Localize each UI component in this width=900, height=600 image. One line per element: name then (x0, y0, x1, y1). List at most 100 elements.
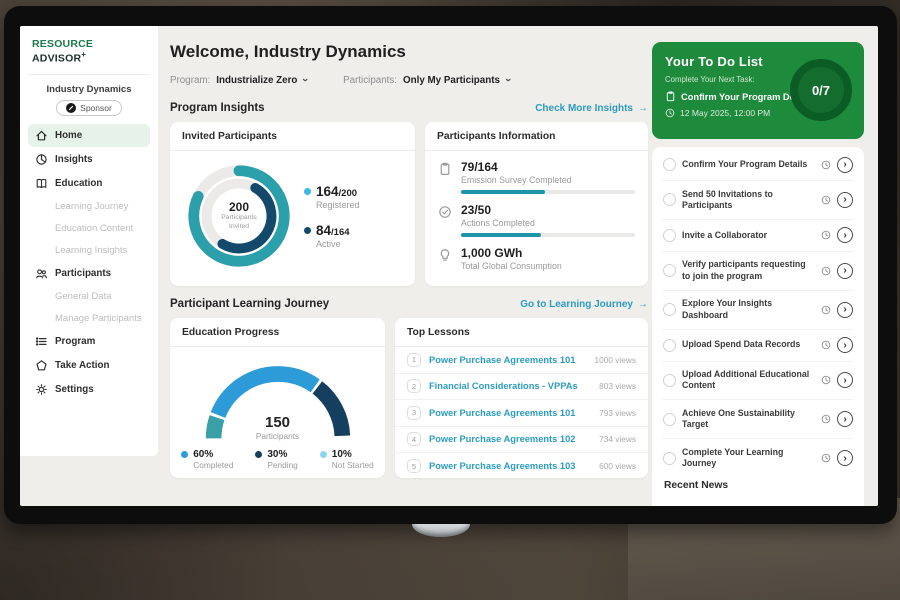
app-logo: RESOURCE ADVISOR+ (28, 36, 150, 75)
task-label: Upload Spend Data Records (682, 339, 801, 350)
sidebar-item-insights[interactable]: Insights (28, 148, 150, 171)
gauge-arcs (205, 366, 350, 439)
active-value: 84 (316, 222, 332, 238)
task-checkbox[interactable] (663, 303, 676, 317)
top-lessons-card: Top Lessons 1 Power Purchase Agreements … (395, 318, 648, 478)
task-label: Send 50 Invitations to Participants (682, 188, 773, 210)
task-checkbox[interactable] (663, 193, 676, 207)
lesson-link[interactable]: Financial Considerations - VPPAs (429, 381, 578, 392)
todo-next-task: Confirm Your Program Details (681, 91, 814, 102)
go-to-learning-journey-link[interactable]: Go to Learning Journey → (520, 299, 648, 310)
task-go-button[interactable]: › (837, 227, 853, 244)
recent-news-card: Recent News (652, 470, 864, 506)
invited-donut-chart: 200 Participants Invited (180, 157, 298, 275)
task-go-button[interactable]: › (837, 156, 853, 173)
todo-subtitle: Complete Your Next Task: (665, 75, 755, 84)
sidebar-item-label: Education Content (55, 222, 134, 234)
participants-count-label: Participants (255, 431, 300, 441)
lesson-link[interactable]: Power Purchase Agreements 101 (429, 407, 576, 418)
sidebar-item-learning-journey[interactable]: Learning Journey (28, 196, 150, 217)
lesson-rank: 5 (407, 459, 421, 474)
task-checkbox[interactable] (663, 228, 676, 242)
logo-part-2: ADVISOR (32, 52, 82, 65)
global-consumption-value: 1,000 GWh (461, 246, 523, 260)
education-progress-body: 150 Participants 60% Completed 30% Pendi… (170, 347, 385, 474)
donut-center-label: 200 Participants Invited (180, 157, 298, 275)
task-checkbox[interactable] (663, 338, 676, 352)
check-more-insights-link[interactable]: Check More Insights → (535, 103, 648, 114)
invited-legend: 164/200 Registered 84/164 Active (304, 184, 360, 249)
emission-survey-label: Emission Survey Completed (461, 175, 572, 185)
participants-icon (36, 268, 47, 278)
task-row: Invite a Collaborator › (663, 220, 853, 252)
legend-dot (181, 451, 189, 458)
lesson-views: 803 (599, 381, 613, 392)
sidebar-item-general-data[interactable]: General Data (28, 286, 150, 307)
legend-label: Registered (316, 199, 360, 210)
task-checkbox[interactable] (663, 451, 676, 465)
legend-pct: 60% (193, 449, 214, 460)
lesson-link[interactable]: Power Purchase Agreements 101 (429, 354, 576, 365)
task-go-button[interactable]: › (837, 262, 853, 279)
task-row: Explore Your Insights Dashboard › (663, 291, 853, 330)
clock-icon (821, 376, 831, 385)
todo-header-card: Your To Do List Complete Your Next Task:… (652, 42, 864, 139)
task-row: Upload Additional Educational Content › (663, 362, 853, 401)
task-go-button[interactable]: › (837, 301, 853, 318)
lesson-row: 5 Power Purchase Agreements 103 600 view… (395, 453, 648, 478)
task-row: Achieve One Sustainability Target › (663, 400, 853, 440)
sidebar-item-manage-participants[interactable]: Manage Participants (28, 308, 150, 329)
sidebar-item-participants[interactable]: Participants (28, 262, 150, 285)
monitor-stand (412, 524, 470, 537)
lesson-link[interactable]: Power Purchase Agreements 102 (429, 434, 576, 445)
task-go-button[interactable]: › (837, 450, 853, 467)
task-go-button[interactable]: › (837, 411, 853, 428)
legend-item-active: 84/164 Active (304, 223, 360, 249)
sidebar-item-label: Participants (55, 267, 112, 279)
task-label: Achieve One Sustainability Target (682, 407, 795, 430)
chevron-right-icon: › (843, 159, 847, 170)
lesson-rank: 1 (407, 352, 421, 367)
chevron-down-icon: › (501, 78, 514, 82)
program-dropdown[interactable]: Program: Industrialize Zero › (170, 74, 311, 86)
sidebar-item-label: Learning Insights (55, 244, 128, 256)
task-checkbox[interactable] (663, 412, 676, 426)
lesson-link[interactable]: Power Purchase Agreements 103 (429, 461, 576, 472)
clock-icon (821, 160, 831, 169)
filter-bar: Program: Industrialize Zero › Participan… (170, 74, 648, 86)
card-title: Invited Participants (170, 122, 415, 151)
task-checkbox[interactable] (663, 158, 676, 171)
program-list-icon (35, 336, 47, 346)
participants-filter-label: Participants: (343, 74, 398, 86)
chevron-down-icon: › (299, 78, 312, 82)
clock-icon (821, 453, 831, 463)
task-go-button[interactable]: › (837, 337, 853, 354)
participants-dropdown[interactable]: Participants: Only My Participants › (343, 74, 514, 86)
task-go-button[interactable]: › (837, 372, 853, 389)
learning-journey-header: Participant Learning Journey Go to Learn… (170, 298, 648, 310)
sidebar-item-learning-insights[interactable]: Learning Insights (28, 240, 150, 261)
sidebar-item-take-action[interactable]: Take Action (28, 354, 150, 377)
card-title: Education Progress (170, 318, 385, 347)
legend-dot (304, 226, 311, 234)
education-icon (36, 178, 47, 188)
global-consumption-row: 1,000 GWh Total Global Consumption (438, 246, 635, 271)
legend-item-registered: 164/200 Registered (304, 184, 360, 210)
sidebar-item-education[interactable]: Education (28, 172, 150, 195)
sidebar-item-label: Insights (55, 153, 93, 165)
participants-info-body: 79/164 Emission Survey Completed 23/50 A… (425, 151, 648, 280)
actions-check-icon (439, 206, 451, 218)
sidebar-item-label: Manage Participants (55, 312, 142, 324)
sidebar-item-settings[interactable]: Settings (28, 378, 150, 401)
sidebar-item-home[interactable]: Home (28, 123, 150, 147)
dashboard-screen: RESOURCE ADVISOR+ Industry Dynamics Spon… (20, 26, 878, 506)
task-checkbox[interactable] (663, 264, 676, 278)
task-go-button[interactable]: › (837, 191, 853, 208)
sponsor-badge-label: Sponsor (80, 102, 112, 113)
sidebar-item-program[interactable]: Program (28, 330, 150, 353)
task-checkbox[interactable] (663, 373, 676, 387)
sidebar-item-label: Program (55, 335, 96, 347)
program-insights-title: Program Insights (170, 102, 265, 114)
sidebar-item-education-content[interactable]: Education Content (28, 218, 150, 239)
program-filter-value: Industrialize Zero (216, 74, 298, 86)
